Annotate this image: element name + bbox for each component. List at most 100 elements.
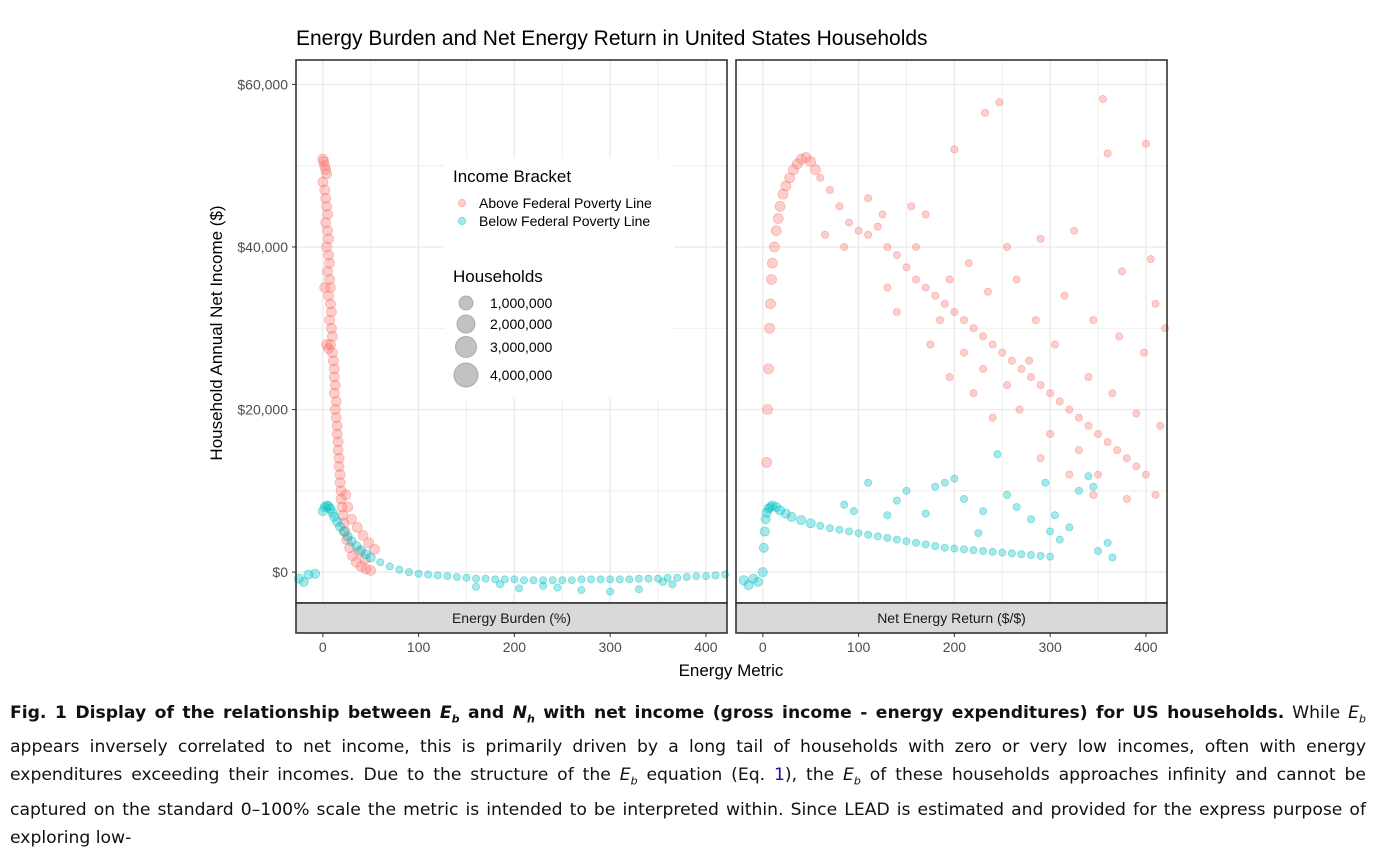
- equation-link[interactable]: 1: [773, 765, 785, 786]
- legend-size-title: Households: [453, 267, 543, 286]
- point-below-poverty: [931, 482, 940, 491]
- point-below-poverty: [840, 500, 849, 509]
- point-below-poverty: [921, 509, 930, 518]
- point-above-poverty: [321, 168, 333, 180]
- point-above-poverty: [317, 176, 329, 188]
- legend-color-entries: Above Federal Poverty Line Below Federal …: [457, 195, 652, 229]
- point-below-poverty: [988, 547, 997, 556]
- point-above-poverty: [1103, 438, 1112, 447]
- point-below-poverty: [338, 526, 349, 537]
- point-above-poverty: [835, 202, 844, 211]
- point-above-poverty: [926, 340, 935, 349]
- point-below-poverty: [738, 575, 749, 586]
- legend-size-entries: 1,000,000 2,000,000 3,000,000 4,000,000: [453, 295, 552, 388]
- point-below-poverty: [950, 474, 959, 483]
- point-below-poverty: [892, 496, 901, 505]
- point-above-poverty: [959, 348, 968, 357]
- point-below-poverty: [775, 505, 786, 516]
- point-above-poverty: [864, 194, 873, 203]
- point-above-poverty: [873, 222, 882, 231]
- point-above-poverty: [766, 274, 777, 285]
- point-below-poverty: [759, 526, 770, 537]
- point-above-poverty: [945, 275, 954, 284]
- point-above-poverty: [821, 230, 830, 239]
- caption-title: Fig. 1 Display of the relationship betwe…: [10, 703, 1285, 725]
- point-below-poverty: [931, 542, 940, 551]
- point-below-poverty: [332, 516, 343, 527]
- point-below-poverty: [1050, 511, 1059, 520]
- point-below-poverty: [825, 524, 834, 533]
- point-above-poverty: [800, 152, 812, 163]
- point-above-poverty: [363, 537, 375, 549]
- point-below-poverty: [365, 552, 376, 563]
- point-below-poverty: [883, 511, 892, 520]
- point-above-poverty: [964, 259, 973, 268]
- point-above-poverty: [324, 314, 335, 326]
- point-above-poverty: [357, 530, 369, 541]
- point-above-poverty: [1015, 405, 1024, 414]
- legend-size-key: [458, 295, 474, 311]
- point-below-poverty: [796, 515, 807, 526]
- point-below-poverty: [682, 572, 691, 581]
- x-tick-label: 200: [943, 639, 967, 655]
- point-above-poverty: [825, 186, 834, 195]
- legend-size-label: 3,000,000: [490, 339, 552, 355]
- point-above-poverty: [936, 316, 945, 325]
- point-below-poverty: [1108, 553, 1117, 562]
- point-below-poverty: [780, 508, 791, 519]
- point-above-poverty: [328, 363, 340, 375]
- legend-color-key: [457, 198, 467, 208]
- point-below-poverty: [864, 530, 873, 539]
- point-above-poverty: [1140, 348, 1149, 357]
- point-below-poverty: [1094, 546, 1103, 555]
- point-below-poverty: [1084, 472, 1093, 481]
- point-above-poverty: [1074, 413, 1083, 422]
- point-above-poverty: [1094, 470, 1103, 479]
- chart-title: Energy Burden and Net Energy Return in U…: [296, 27, 928, 50]
- legend-background: [444, 158, 674, 398]
- point-above-poverty: [840, 242, 849, 251]
- point-above-poverty: [959, 316, 968, 325]
- caption-eb-symbol: Eb: [1348, 703, 1366, 726]
- point-below-poverty: [1055, 535, 1064, 544]
- legend-color-key: [457, 216, 467, 226]
- point-above-poverty: [334, 469, 346, 480]
- point-above-poverty: [907, 202, 916, 211]
- caption-title-rest: with net income (gross income - energy e…: [534, 703, 1285, 723]
- point-below-poverty: [491, 575, 500, 584]
- point-above-poverty: [892, 307, 901, 316]
- point-above-poverty: [323, 343, 334, 354]
- point-above-poverty: [1003, 242, 1012, 251]
- point-below-poverty: [356, 545, 367, 556]
- legend-color-title: Income Bracket: [453, 167, 571, 186]
- point-below-poverty: [481, 574, 490, 583]
- point-above-poverty: [940, 299, 949, 308]
- point-above-poverty: [763, 363, 774, 375]
- point-above-poverty: [1117, 267, 1126, 276]
- point-above-poverty: [320, 217, 332, 228]
- point-above-poverty: [768, 241, 780, 253]
- point-below-poverty: [472, 582, 481, 591]
- y-axis-ticks: $0 $20,000 $40,000 $60,000: [237, 76, 296, 580]
- point-below-poverty: [816, 521, 825, 530]
- point-above-poverty: [950, 307, 959, 316]
- point-below-poverty: [993, 450, 1002, 459]
- point-above-poverty: [1151, 490, 1160, 499]
- panel-strip: [295, 602, 728, 634]
- point-above-poverty: [816, 173, 825, 182]
- point-below-poverty: [701, 572, 710, 581]
- point-below-poverty: [577, 585, 586, 594]
- point-below-poverty: [548, 576, 557, 585]
- legend-color-label: Above Federal Poverty Line: [479, 195, 652, 211]
- point-below-poverty: [335, 521, 346, 532]
- point-above-poverty: [1060, 291, 1069, 300]
- point-above-poverty: [1036, 454, 1045, 463]
- x-tick-label: 100: [847, 639, 871, 655]
- x-tick-label: 0: [319, 639, 327, 655]
- point-above-poverty: [320, 192, 332, 204]
- legend-size-key: [456, 314, 476, 334]
- point-above-poverty: [341, 534, 353, 545]
- point-above-poverty: [330, 412, 342, 424]
- x-tick-label: 0: [759, 639, 767, 655]
- point-below-poverty: [1089, 482, 1098, 491]
